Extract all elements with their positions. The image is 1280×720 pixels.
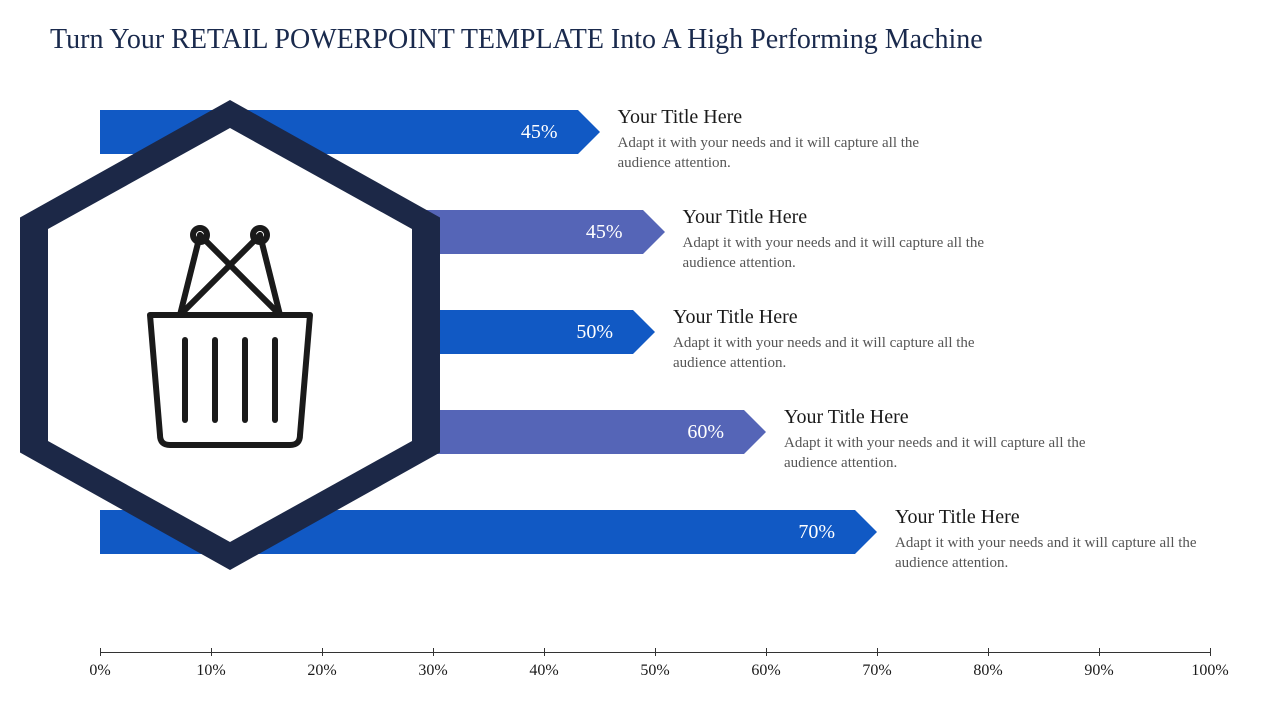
axis-tick: [322, 648, 323, 656]
item-desc: Adapt it with your needs and it will cap…: [683, 233, 1003, 274]
arrow-head: [578, 110, 600, 154]
item-desc: Adapt it with your needs and it will cap…: [673, 333, 993, 374]
axis-tick: [1099, 648, 1100, 656]
axis-label: 30%: [418, 662, 447, 680]
axis-label: 50%: [640, 662, 669, 680]
item-text: Your Title Here Adapt it with your needs …: [683, 206, 1003, 274]
axis-label: 80%: [973, 662, 1002, 680]
axis-tick: [433, 648, 434, 656]
axis-label: 70%: [862, 662, 891, 680]
item-title: Your Title Here: [618, 106, 938, 129]
axis-label: 100%: [1191, 662, 1228, 680]
item-desc: Adapt it with your needs and it will cap…: [618, 133, 938, 174]
item-text: Your Title Here Adapt it with your needs …: [618, 106, 938, 174]
item-text: Your Title Here Adapt it with your needs …: [895, 506, 1210, 574]
item-title: Your Title Here: [784, 406, 1104, 429]
arrow-head: [643, 210, 665, 254]
item-desc: Adapt it with your needs and it will cap…: [784, 433, 1104, 474]
hexagon: [20, 100, 440, 570]
axis-tick: [211, 648, 212, 656]
axis-label: 0%: [89, 662, 110, 680]
axis-label: 40%: [529, 662, 558, 680]
axis-tick: [877, 648, 878, 656]
item-text: Your Title Here Adapt it with your needs …: [784, 406, 1104, 474]
axis-tick: [766, 648, 767, 656]
axis-tick: [655, 648, 656, 656]
axis-tick: [544, 648, 545, 656]
item-title: Your Title Here: [895, 506, 1210, 529]
axis-label: 60%: [751, 662, 780, 680]
axis-label: 20%: [307, 662, 336, 680]
item-title: Your Title Here: [683, 206, 1003, 229]
arrow-head: [855, 510, 877, 554]
slide-title: Turn Your RETAIL POWERPOINT TEMPLATE Int…: [50, 24, 1230, 56]
axis-label: 10%: [196, 662, 225, 680]
item-text: Your Title Here Adapt it with your needs …: [673, 306, 993, 374]
item-title: Your Title Here: [673, 306, 993, 329]
slide: Turn Your RETAIL POWERPOINT TEMPLATE Int…: [0, 0, 1280, 720]
hexagon-svg: [20, 100, 440, 570]
arrow-head: [744, 410, 766, 454]
axis-tick: [1210, 648, 1211, 656]
axis-tick: [988, 648, 989, 656]
axis-tick: [100, 648, 101, 656]
axis-label: 90%: [1084, 662, 1113, 680]
item-desc: Adapt it with your needs and it will cap…: [895, 533, 1210, 574]
arrow-head: [633, 310, 655, 354]
